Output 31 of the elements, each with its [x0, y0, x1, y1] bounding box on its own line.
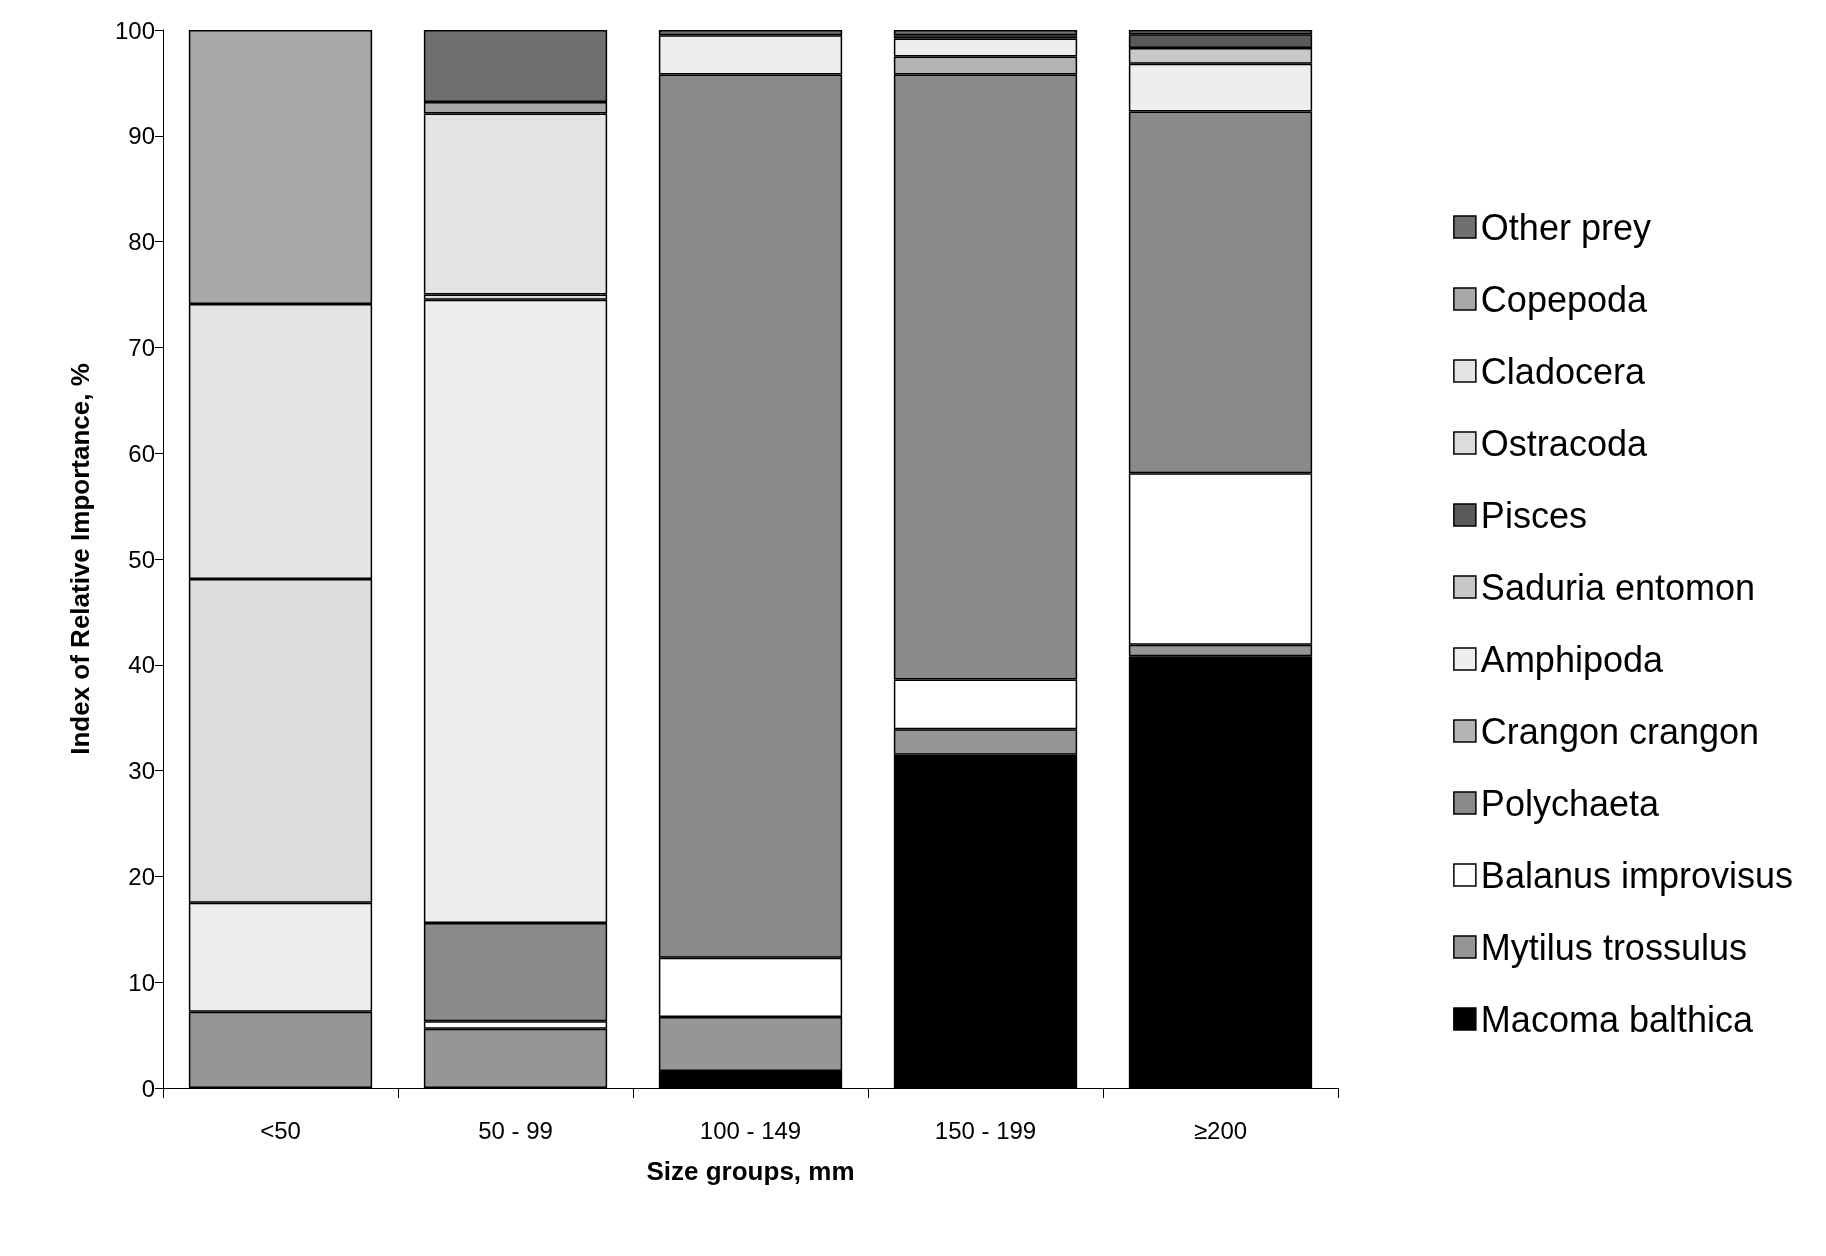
y-tick-label: 40 — [128, 651, 155, 679]
legend-label: Amphipoda — [1480, 638, 1664, 680]
y-tick-label: 80 — [128, 228, 155, 256]
x-tick-label: <50 — [260, 1116, 301, 1144]
legend-label: Mytilus trossulus — [1480, 926, 1747, 968]
legend-label: Polychaeta — [1480, 782, 1660, 824]
legend-label: Saduria entomon — [1480, 566, 1756, 608]
legend-label: Other prey — [1480, 206, 1651, 248]
y-axis-title: Index of Relative Importance, % — [65, 363, 95, 755]
x-axis-title: Size groups, mm — [646, 1156, 855, 1186]
y-tick-label: 100 — [114, 16, 155, 44]
x-tick-label: 100 - 149 — [699, 1116, 802, 1144]
legend-label: Ostracoda — [1480, 422, 1648, 464]
y-tick-label: 60 — [128, 439, 155, 467]
legend-label: Macoma balthica — [1480, 998, 1754, 1040]
y-tick-label: 20 — [128, 862, 155, 890]
y-tick-label: 70 — [128, 333, 155, 361]
y-tick-label: 0 — [141, 1074, 155, 1102]
legend-label: Cladocera — [1480, 350, 1646, 392]
bar — [893, 30, 1078, 36]
y-tick-label: 50 — [128, 545, 155, 573]
legend-label: Balanus improvisus — [1480, 854, 1794, 896]
x-tick-label: 50 - 99 — [478, 1116, 553, 1144]
legend-label: Copepoda — [1480, 278, 1648, 320]
y-tick-label: 90 — [128, 122, 155, 150]
legend-label: Pisces — [1480, 494, 1587, 536]
y-tick-label: 10 — [128, 968, 155, 996]
x-tick-label: 150 - 199 — [934, 1116, 1037, 1144]
legend-label: Crangon crangon — [1480, 710, 1760, 752]
x-tick-label: ≥200 — [1193, 1116, 1248, 1144]
y-tick-label: 30 — [128, 757, 155, 785]
